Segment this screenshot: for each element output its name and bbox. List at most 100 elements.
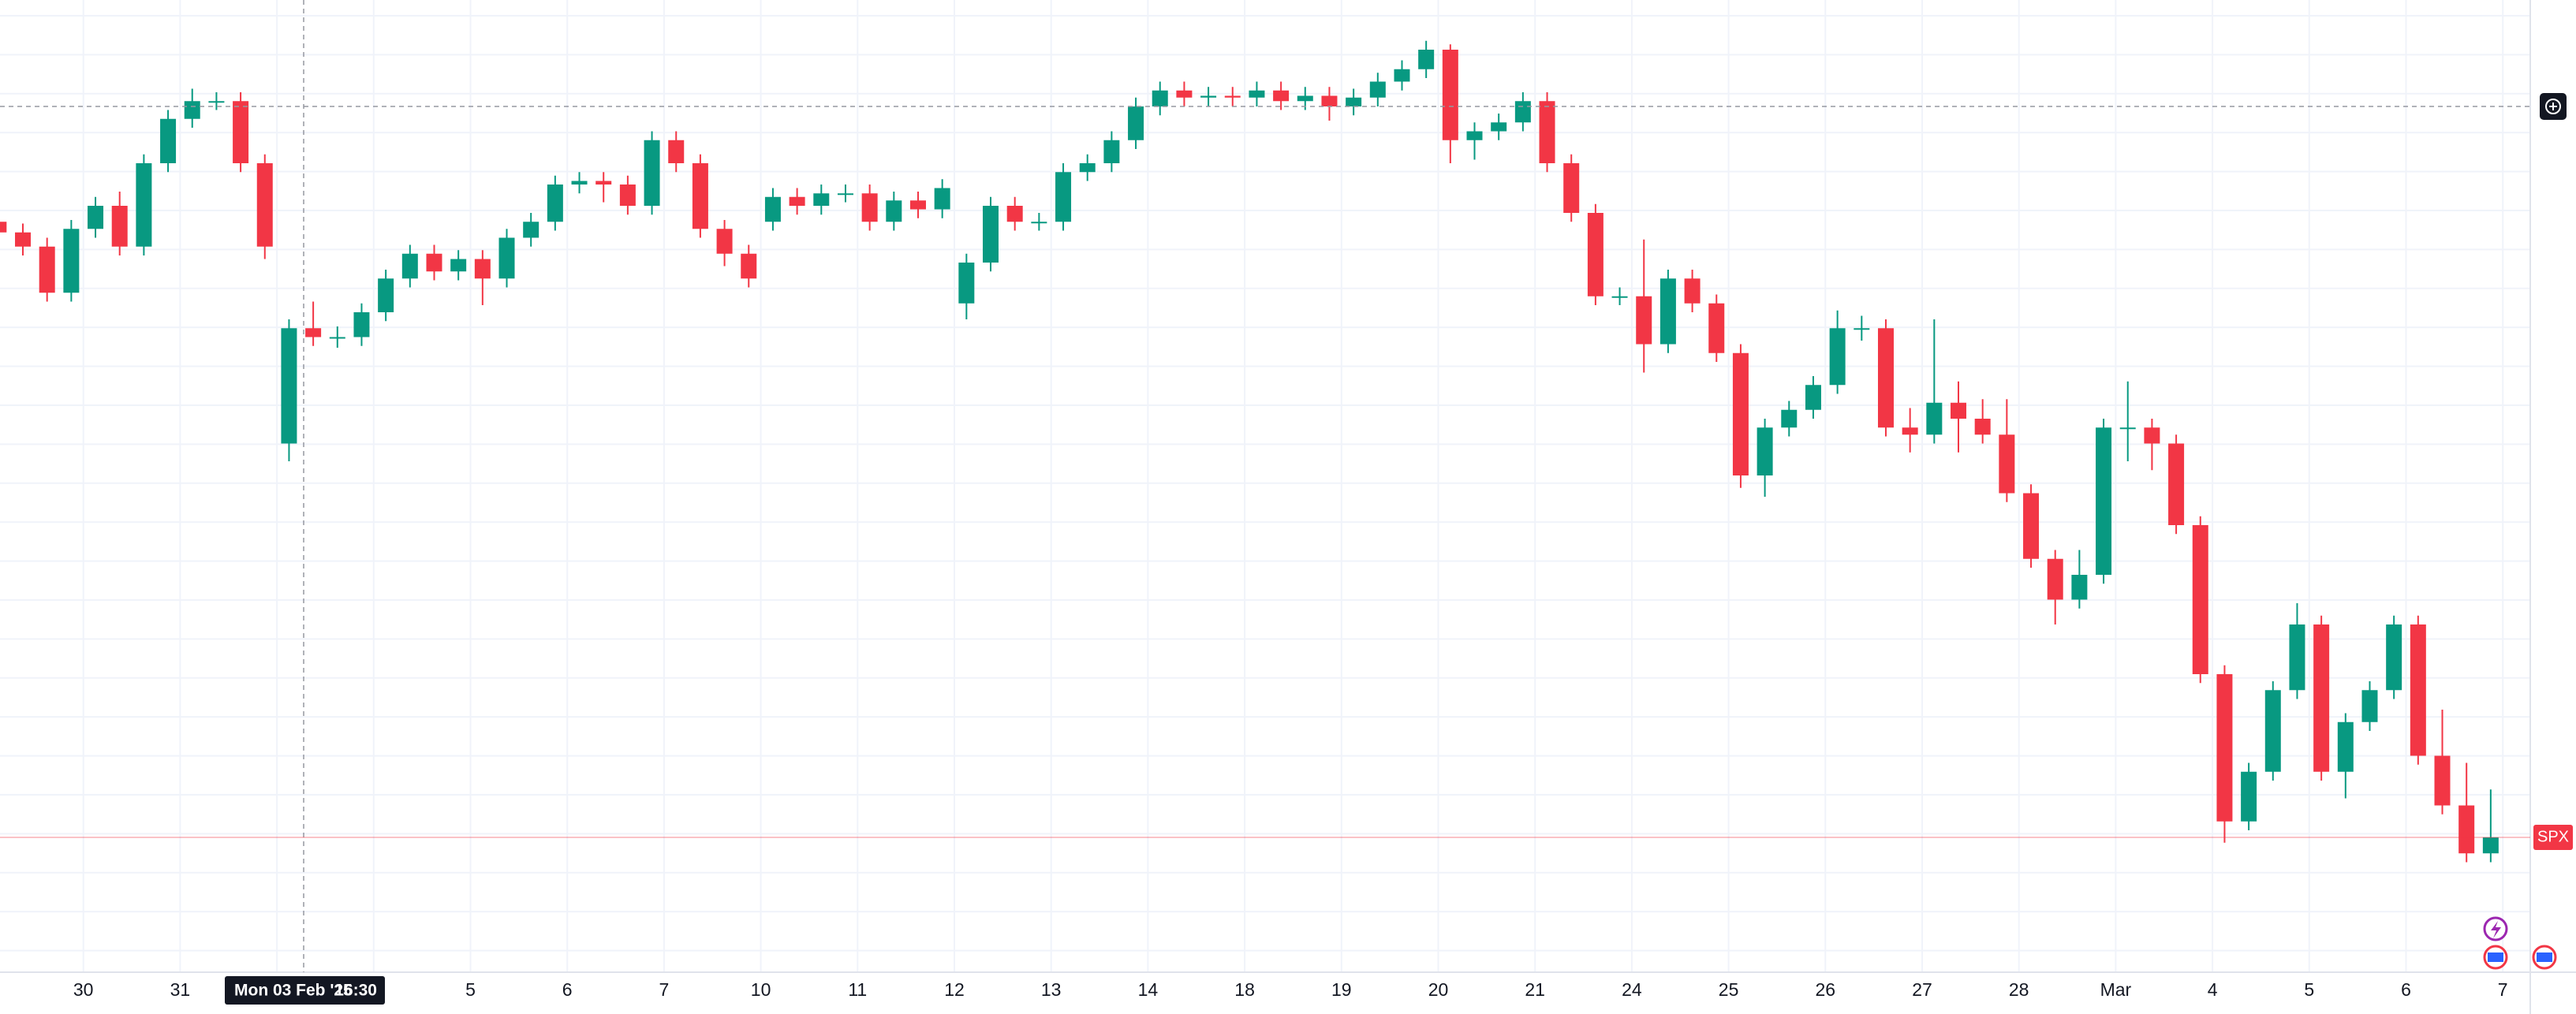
- x-tick-label: 25: [1719, 979, 1739, 1000]
- crosshair-time: 16:30: [334, 982, 377, 1000]
- x-tick-label: 13: [1041, 979, 1062, 1000]
- candle-body: [2216, 674, 2233, 822]
- candle-body: [1128, 106, 1144, 140]
- candle-body: [1079, 163, 1096, 173]
- x-tick-label: 30: [73, 979, 94, 1000]
- candle-body: [1587, 213, 1603, 296]
- candle-body: [1176, 90, 1193, 98]
- grid-background: [0, 0, 2530, 972]
- candle-body: [2410, 624, 2426, 756]
- candle-body: [1708, 303, 1725, 353]
- candle-body: [1636, 296, 1652, 345]
- candle-body: [813, 193, 830, 206]
- candle-body: [0, 222, 7, 233]
- candle-body: [1684, 278, 1701, 304]
- candle-body: [1249, 90, 1265, 98]
- candle-body: [668, 140, 685, 163]
- candle-body: [1369, 81, 1386, 98]
- candle-body: [861, 193, 878, 222]
- candle-body: [716, 229, 733, 254]
- candle-body: [184, 101, 200, 119]
- candle-body: [2096, 427, 2112, 575]
- candle-body: [233, 101, 249, 163]
- x-tick-label: 24: [1622, 979, 1642, 1000]
- candle-body: [450, 259, 467, 272]
- candle-body: [329, 337, 345, 339]
- candle-body: [2071, 575, 2088, 600]
- candle-body: [2168, 443, 2185, 525]
- candle-body: [934, 188, 950, 210]
- candle-body: [2386, 624, 2402, 691]
- crosshair-button-plus: [2549, 103, 2557, 110]
- x-tick-label: 5: [2304, 979, 2314, 1000]
- candle-body: [1346, 97, 1362, 106]
- candle-body: [983, 206, 999, 263]
- x-axis: 30 31 5 6 7 10 11 12 13 14 18 19 20 21 24 25 26 27 28 Mar 4 5…: [73, 979, 2508, 1000]
- candle-body: [88, 206, 104, 229]
- crosshair-time-box: [225, 976, 385, 1005]
- candle-body: [1006, 206, 1023, 222]
- candle-body: [1926, 402, 1943, 435]
- candle-body: [837, 193, 853, 196]
- candle-body: [1757, 427, 1773, 475]
- candle-body: [2361, 690, 2378, 722]
- x-tick-label: 21: [1525, 979, 1545, 1000]
- candle-body: [619, 185, 636, 206]
- candle-body: [1902, 427, 1918, 435]
- x-tick-label: 14: [1138, 979, 1159, 1000]
- vertical-grid: [82, 0, 2504, 972]
- candle-body: [1829, 328, 1846, 386]
- x-tick-label: 27: [1912, 979, 1932, 1000]
- candle-body: [1951, 402, 1967, 419]
- candle-body: [1394, 69, 1410, 82]
- lightning-icon: [2491, 921, 2501, 938]
- candle-body: [1563, 163, 1580, 213]
- candle-body: [1659, 278, 1676, 345]
- x-tick-label: 7: [659, 979, 670, 1000]
- candle-body: [426, 253, 442, 272]
- candle-body: [208, 101, 225, 103]
- candle-body: [547, 185, 563, 222]
- candle-body: [1152, 90, 1168, 106]
- candle-body: [256, 163, 273, 247]
- candle-body: [63, 229, 80, 293]
- candle-body: [2434, 755, 2451, 806]
- x-tick-label: 5: [465, 979, 476, 1000]
- candle-body: [111, 206, 128, 247]
- candle-body: [1055, 172, 1072, 222]
- candle-body: [1273, 90, 1290, 102]
- candle-body: [2458, 805, 2475, 854]
- candle-body: [353, 312, 370, 337]
- last-price-box: [2533, 825, 2573, 850]
- candle-body: [1514, 101, 1531, 123]
- candle-body: [1539, 101, 1555, 163]
- candle-body: [2023, 493, 2040, 559]
- candle-body: [136, 163, 152, 247]
- event-icons: [2483, 916, 2557, 970]
- candle-body: [1200, 95, 1217, 98]
- candle-body: [1781, 409, 1798, 428]
- candle-body: [1877, 328, 1894, 428]
- candle-body: [1999, 434, 2015, 494]
- candle-body: [1103, 140, 1120, 163]
- x-tick-label: 4: [2208, 979, 2218, 1000]
- candle-body: [39, 246, 55, 293]
- x-tick-label: 18: [1234, 979, 1255, 1000]
- candle-body: [401, 253, 418, 279]
- x-tick-label: 28: [2009, 979, 2029, 1000]
- x-tick-label: 6: [2401, 979, 2411, 1000]
- candle-body: [305, 328, 322, 337]
- candle-body: [1031, 222, 1047, 224]
- candle-body: [160, 118, 177, 163]
- series-name-label: SPX: [2537, 828, 2569, 845]
- candle-body: [474, 259, 491, 279]
- candle-body: [1442, 50, 1458, 140]
- x-tick-label: 31: [170, 979, 191, 1000]
- x-tick-label: 6: [562, 979, 573, 1000]
- crosshair-button-icon: [2545, 99, 2561, 114]
- candle-body: [644, 140, 660, 206]
- candle-body: [1854, 328, 1870, 330]
